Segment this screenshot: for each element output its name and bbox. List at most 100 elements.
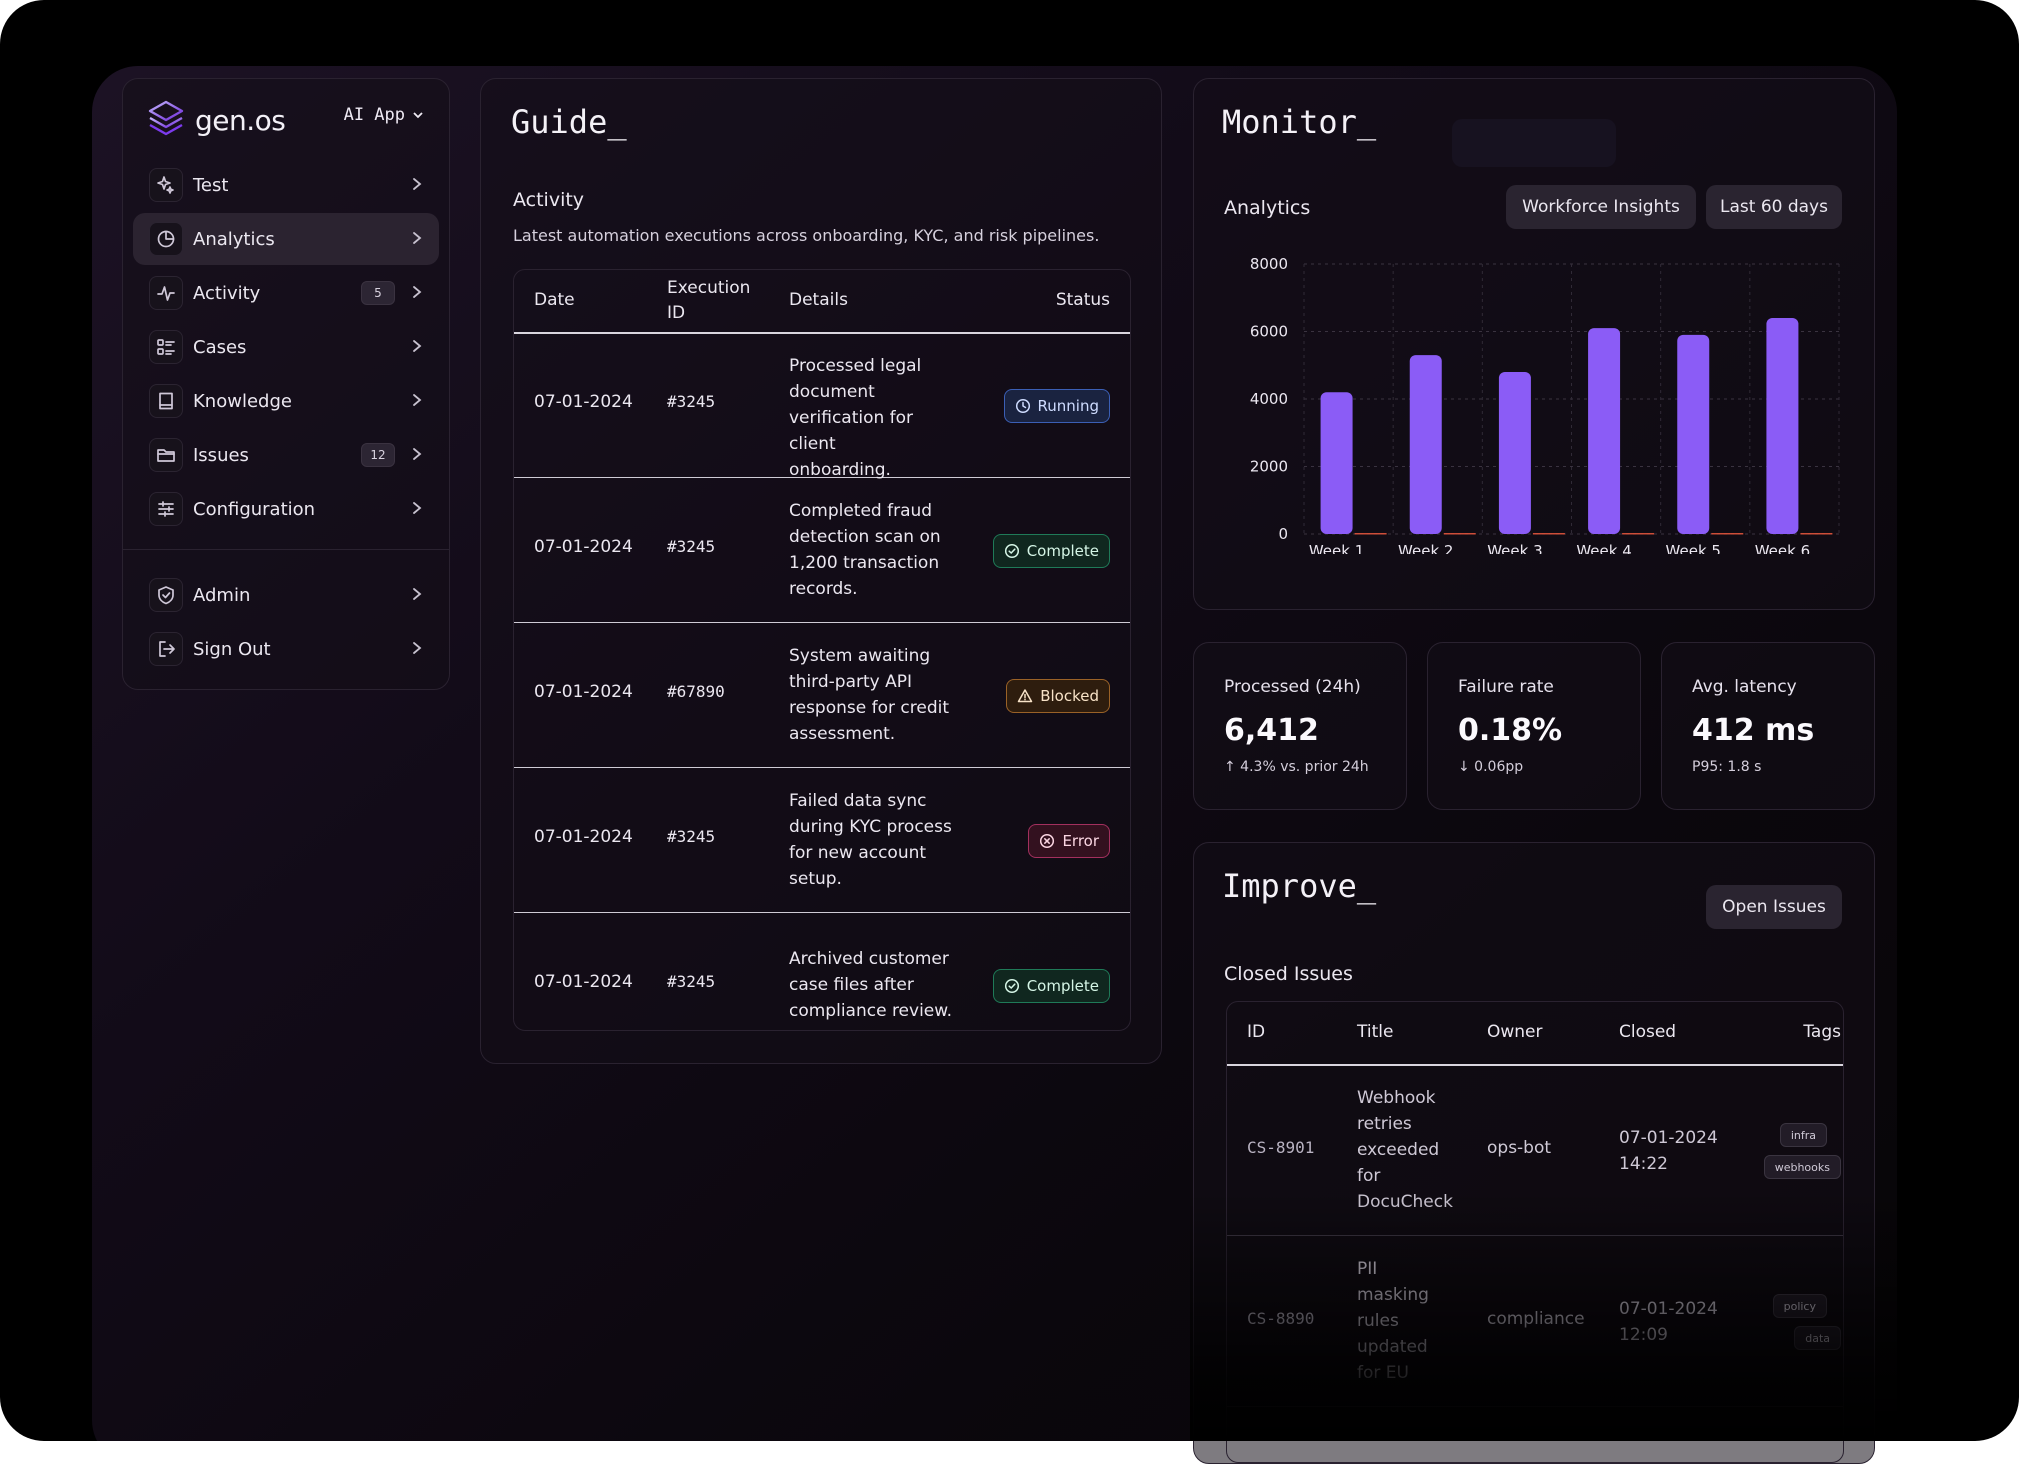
sidebar-item-analytics[interactable]: Analytics — [133, 213, 439, 265]
sidebar-item-knowledge[interactable]: Knowledge — [133, 375, 439, 427]
sparkles-icon — [149, 168, 183, 202]
closed-line: 07-01-2024 — [1619, 1128, 1718, 1148]
table-row[interactable]: 07-01-2024 #3245 Failed data sync during … — [514, 768, 1130, 913]
details-line: Completed fraud — [789, 501, 933, 521]
sign-out-icon — [149, 632, 183, 666]
open-issues-button[interactable]: Open Issues — [1706, 885, 1842, 929]
sidebar-item-label: Issues — [193, 444, 249, 466]
stat-value: 6,412 — [1224, 713, 1319, 748]
issue-tag[interactable]: policy — [1772, 1294, 1827, 1318]
issue-tag[interactable]: infra — [1779, 1123, 1827, 1147]
secondary-bar — [1800, 532, 1833, 535]
bar — [1677, 334, 1710, 534]
details-line: onboarding. — [789, 460, 891, 480]
issue-title-cell: Webhook retries exceeded for DocuCheck — [1357, 1085, 1453, 1215]
execution-id-cell[interactable]: #3245 — [667, 392, 716, 411]
owner-cell: compliance — [1487, 1309, 1585, 1329]
analytics-heading: Analytics — [1224, 197, 1311, 219]
x-tick-label: Week 3 — [1487, 542, 1542, 554]
stat-delta: ↓ 0.06pp — [1458, 759, 1524, 775]
col-tags[interactable]: Tags — [1803, 1022, 1841, 1042]
sidebar-item-issues[interactable]: Issues 12 — [133, 429, 439, 481]
issue-tag[interactable]: data — [1794, 1326, 1841, 1350]
sidebar-item-label: Sign Out — [193, 638, 271, 660]
brand-name: gen.os — [195, 103, 286, 137]
chevron-right-icon — [411, 230, 423, 249]
col-closed[interactable]: Closed — [1619, 1022, 1677, 1042]
date-range-button[interactable]: Last 60 days — [1706, 185, 1842, 229]
stat-card: Failure rate 0.18% ↓ 0.06pp — [1427, 642, 1641, 810]
details-line: 1,200 transaction — [789, 553, 940, 573]
stat-value: 412 ms — [1692, 713, 1815, 748]
execution-id-cell[interactable]: #3245 — [667, 537, 716, 556]
title-line: rules — [1357, 1311, 1399, 1331]
col-owner[interactable]: Owner — [1487, 1022, 1543, 1042]
y-tick-label: 4000 — [1250, 390, 1288, 408]
check-circle-icon — [1004, 978, 1019, 994]
closed-cell: 07-01-2024 14:22 — [1619, 1125, 1718, 1177]
table-row[interactable]: CS-8901 Webhook retries exceeded for DocuChe… — [1227, 1065, 1843, 1236]
stat-label: Processed (24h) — [1224, 677, 1361, 697]
sidebar-item-test[interactable]: Test — [133, 159, 439, 211]
improve-panel: Improve_ Open Issues Closed Issues ID Ti… — [1193, 842, 1875, 1464]
details-line: records. — [789, 579, 858, 599]
brand-logo[interactable]: gen.os — [147, 99, 286, 141]
col-execution-id[interactable]: Execution ID — [667, 276, 750, 326]
details-line: System awaiting — [789, 646, 931, 666]
chevron-right-icon — [411, 392, 423, 411]
details-cell: Archived customer case files after complia… — [789, 946, 959, 1024]
chevron-right-icon — [411, 640, 423, 659]
sidebar-item-sign-out[interactable]: Sign Out — [133, 623, 439, 675]
bar — [1498, 372, 1531, 534]
execution-id-cell[interactable]: #3245 — [667, 972, 716, 991]
sidebar-item-label: Configuration — [193, 498, 316, 520]
table-row[interactable]: 07-01-2024 #3245 Completed fraud detectio… — [514, 478, 1130, 623]
secondary-bar — [1354, 532, 1387, 535]
count-badge: 5 — [361, 281, 395, 305]
title-line: DocuCheck — [1357, 1192, 1453, 1212]
status-label: Complete — [1026, 977, 1099, 995]
secondary-bar — [1711, 532, 1744, 535]
col-id[interactable]: ID — [1247, 1022, 1266, 1042]
workforce-insights-button[interactable]: Workforce Insights — [1506, 185, 1696, 229]
date-cell: 07-01-2024 — [534, 537, 633, 557]
col-execution-id-line1: Execution — [667, 278, 751, 298]
execution-id-cell[interactable]: #67890 — [667, 682, 725, 701]
col-status[interactable]: Status — [1055, 290, 1110, 310]
details-cell: Failed data sync during KYC process for ne… — [789, 788, 959, 892]
sidebar-item-admin[interactable]: Admin — [133, 569, 439, 621]
issue-title-cell: PII masking rules updated for EU — [1357, 1256, 1429, 1386]
details-cell: Completed fraud detection scan on 1,200 tr… — [789, 498, 959, 602]
issue-id-cell[interactable]: CS-8901 — [1247, 1138, 1315, 1157]
execution-id-cell[interactable]: #3245 — [667, 827, 716, 846]
table-row[interactable]: 07-01-2024 #67890 System awaiting third-p… — [514, 623, 1130, 768]
details-line: case files after — [789, 975, 914, 995]
sidebar-item-activity[interactable]: Activity 5 — [133, 267, 439, 319]
table-row[interactable]: CS-8890 PII masking rules updated for EU com… — [1227, 1236, 1843, 1407]
issue-tag[interactable]: webhooks — [1763, 1155, 1841, 1179]
col-title[interactable]: Title — [1357, 1022, 1394, 1042]
details-cell: System awaiting third-party API response f… — [789, 643, 959, 747]
details-line: response for credit — [789, 698, 949, 718]
x-tick-label: Week 4 — [1576, 542, 1631, 554]
y-tick-label: 0 — [1278, 525, 1288, 543]
table-row[interactable]: 07-01-2024 #3245 Archived customer case f… — [514, 913, 1130, 1030]
layers-logo-icon — [147, 99, 185, 141]
col-details[interactable]: Details — [789, 290, 848, 310]
sliders-icon — [149, 492, 183, 526]
table-row[interactable]: 07-01-2024 #3245 Processed legal document… — [514, 333, 1130, 480]
status-badge: Blocked — [1006, 679, 1110, 713]
issue-id-cell[interactable]: CS-8890 — [1247, 1309, 1315, 1328]
status-label: Complete — [1026, 542, 1099, 560]
status-badge: Running — [1003, 389, 1110, 423]
y-tick-label: 6000 — [1250, 323, 1288, 341]
sidebar-item-configuration[interactable]: Configuration — [133, 483, 439, 535]
pie-chart-icon — [149, 222, 183, 256]
sidebar-item-cases[interactable]: Cases — [133, 321, 439, 373]
sidebar-item-label: Activity — [193, 282, 261, 304]
chevron-right-icon — [411, 284, 423, 303]
col-date[interactable]: Date — [534, 290, 575, 310]
app-switcher[interactable]: AI App — [344, 105, 425, 125]
chevron-right-icon — [411, 176, 423, 195]
chevron-down-icon — [413, 112, 423, 119]
